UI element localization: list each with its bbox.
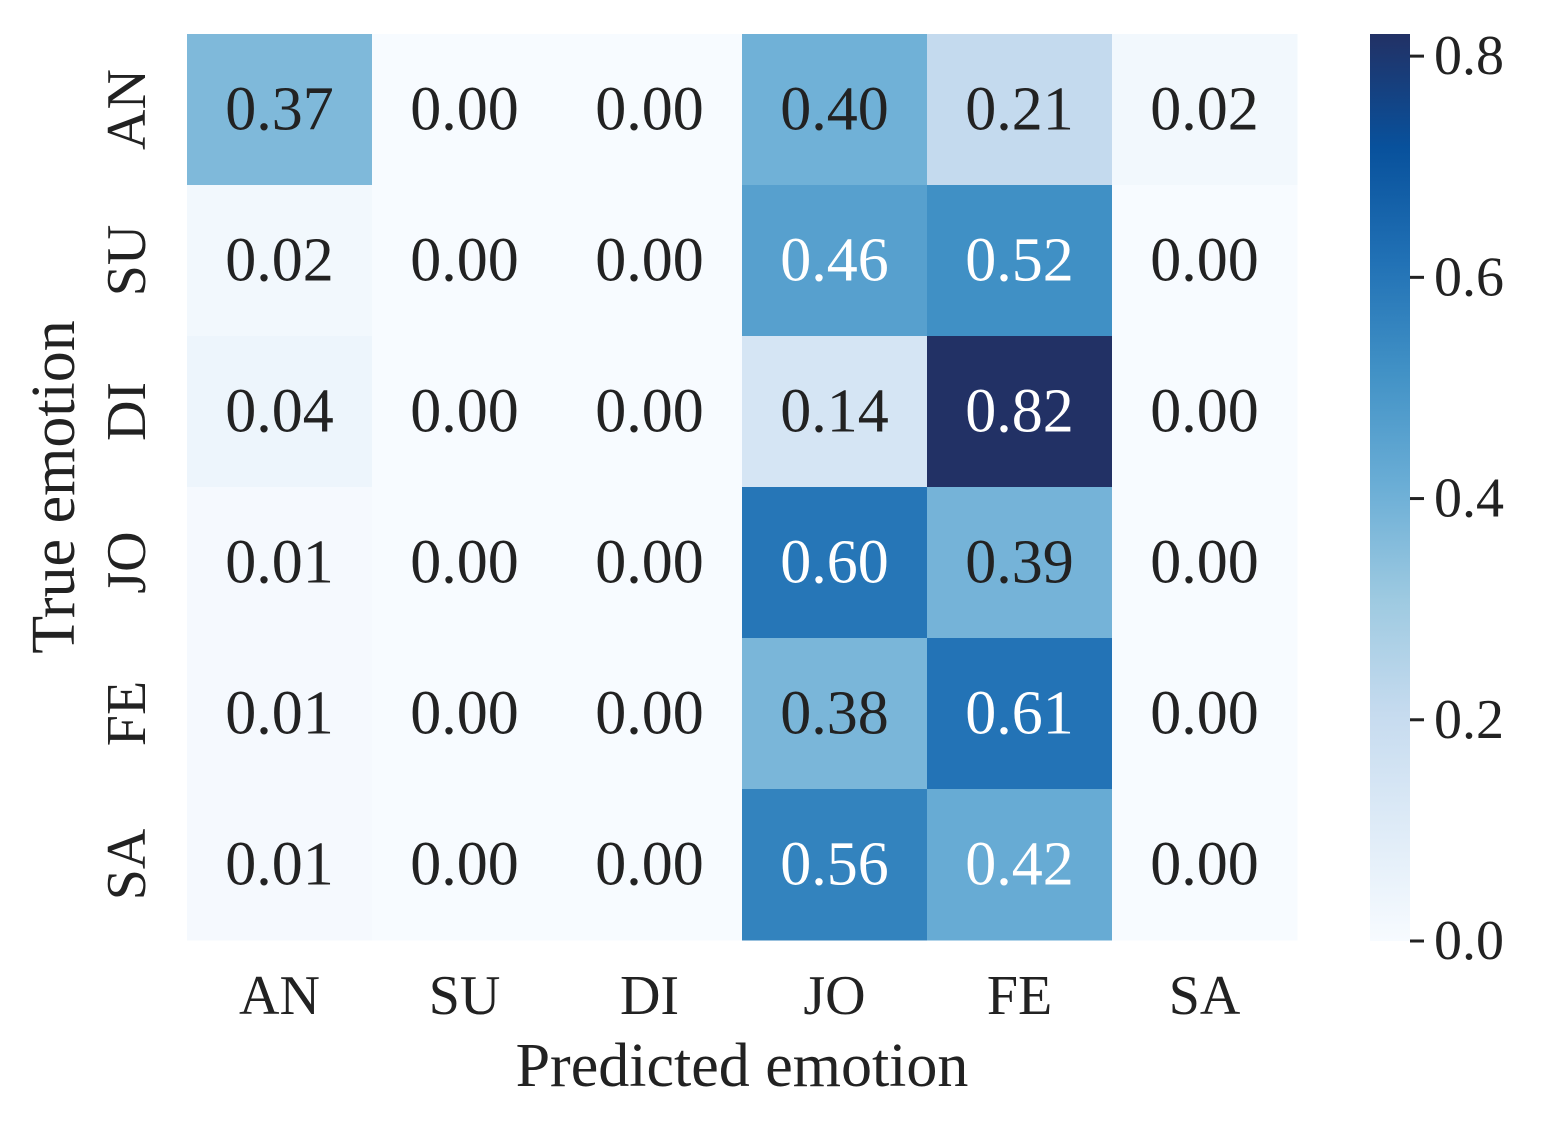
heatmap-cell-su-sa bbox=[1112, 185, 1298, 337]
cell-value-label: 0.21 bbox=[965, 76, 1074, 144]
heatmap-cell-su-an bbox=[187, 185, 373, 337]
heatmap-cell-su-jo bbox=[742, 185, 928, 337]
cell-value-label: 0.52 bbox=[965, 227, 1074, 295]
y-tick-label-sa: SA bbox=[96, 828, 158, 900]
cell-value-label: 0.00 bbox=[410, 529, 519, 597]
heatmap-cell-sa-di bbox=[557, 789, 743, 941]
cell-value-label: 0.00 bbox=[410, 680, 519, 748]
colorbar: 0.0 0.2 0.4 0.6 0.8 bbox=[1370, 25, 1504, 972]
heatmap-value-labels: 0.37 0.00 0.00 0.40 0.21 0.02 0.02 0.00 0.00 0.46… bbox=[225, 76, 1259, 899]
heatmap-cell-di-fe bbox=[927, 336, 1113, 488]
cell-value-label: 0.00 bbox=[1150, 378, 1259, 446]
cell-value-label: 0.00 bbox=[1150, 227, 1259, 295]
cell-value-label: 0.61 bbox=[965, 680, 1074, 748]
cell-value-label: 0.01 bbox=[225, 529, 334, 597]
cell-value-label: 0.14 bbox=[780, 378, 889, 446]
colorbar-tick-label: 0.2 bbox=[1434, 689, 1504, 751]
x-tick-label-jo: JO bbox=[803, 965, 865, 1027]
x-tick-label-su: SU bbox=[429, 965, 501, 1027]
cell-value-label: 0.02 bbox=[1150, 76, 1259, 144]
heatmap-cell-fe-su bbox=[372, 638, 558, 790]
heatmap-cell-an-sa bbox=[1112, 34, 1298, 186]
heatmap-cell-di-jo bbox=[742, 336, 928, 488]
cell-value-label: 0.00 bbox=[595, 831, 704, 899]
colorbar-tick-label: 0.4 bbox=[1434, 468, 1504, 530]
heatmap-cell-jo-an bbox=[187, 487, 373, 639]
cell-value-label: 0.00 bbox=[410, 227, 519, 295]
y-tick-label-jo: JO bbox=[96, 531, 158, 593]
heatmap-cell-jo-sa bbox=[1112, 487, 1298, 639]
y-tick-label-di: DI bbox=[96, 382, 158, 441]
cell-value-label: 0.00 bbox=[410, 378, 519, 446]
colorbar-tick-label: 0.6 bbox=[1434, 246, 1504, 308]
heatmap-cell-sa-su bbox=[372, 789, 558, 941]
x-tick-label-fe: FE bbox=[987, 965, 1052, 1027]
heatmap-cell-di-sa bbox=[1112, 336, 1298, 488]
cell-value-label: 0.00 bbox=[595, 227, 704, 295]
heatmap-cell-an-fe bbox=[927, 34, 1113, 186]
cell-value-label: 0.42 bbox=[965, 831, 1074, 899]
x-axis-title: Predicted emotion bbox=[516, 1032, 969, 1100]
y-tick-label-an: AN bbox=[96, 69, 158, 150]
cell-value-label: 0.38 bbox=[780, 680, 889, 748]
cell-value-label: 0.00 bbox=[595, 680, 704, 748]
heatmap-cell-fe-jo bbox=[742, 638, 928, 790]
heatmap-cell-an-di bbox=[557, 34, 743, 186]
heatmap-cell-fe-sa bbox=[1112, 638, 1298, 790]
cell-value-label: 0.04 bbox=[225, 378, 334, 446]
colorbar-tick-label: 0.8 bbox=[1434, 25, 1504, 87]
x-tick-label-sa: SA bbox=[1169, 965, 1241, 1027]
heatmap-cell-jo-su bbox=[372, 487, 558, 639]
heatmap-cell-sa-fe bbox=[927, 789, 1113, 941]
cell-value-label: 0.00 bbox=[1150, 831, 1259, 899]
heatmap-cell-sa-an bbox=[187, 789, 373, 941]
heatmap-cell-jo-jo bbox=[742, 487, 928, 639]
x-tick-label-an: AN bbox=[239, 965, 320, 1027]
heatmap-cell-fe-di bbox=[557, 638, 743, 790]
heatmap-cell-jo-fe bbox=[927, 487, 1113, 639]
colorbar-tick-label: 0.0 bbox=[1434, 910, 1504, 972]
x-axis-ticks: AN SU DI JO FE SA bbox=[239, 965, 1241, 1027]
heatmap-cell-jo-di bbox=[557, 487, 743, 639]
heatmap-cell-fe-fe bbox=[927, 638, 1113, 790]
heatmap-cell-di-an bbox=[187, 336, 373, 488]
heatmap-cell-an-jo bbox=[742, 34, 928, 186]
heatmap-cell-di-di bbox=[557, 336, 743, 488]
heatmap-cell-fe-an bbox=[187, 638, 373, 790]
cell-value-label: 0.40 bbox=[780, 76, 889, 144]
heatmap-cell-sa-jo bbox=[742, 789, 928, 941]
cell-value-label: 0.00 bbox=[595, 76, 704, 144]
cell-value-label: 0.00 bbox=[1150, 680, 1259, 748]
cell-value-label: 0.56 bbox=[780, 831, 889, 899]
heatmap-cell-sa-sa bbox=[1112, 789, 1298, 941]
cell-value-label: 0.01 bbox=[225, 680, 334, 748]
heatmap-cell-an-an bbox=[187, 34, 373, 186]
heatmap-cell-su-di bbox=[557, 185, 743, 337]
cell-value-label: 0.60 bbox=[780, 529, 889, 597]
cell-value-label: 0.46 bbox=[780, 227, 889, 295]
colorbar-gradient bbox=[1370, 34, 1410, 941]
x-tick-label-di: DI bbox=[620, 965, 679, 1027]
y-tick-label-fe: FE bbox=[96, 681, 158, 746]
y-axis-title: True emotion bbox=[20, 320, 88, 654]
heatmap-cell-an-su bbox=[372, 34, 558, 186]
cell-value-label: 0.01 bbox=[225, 831, 334, 899]
y-axis-ticks: AN SU DI JO FE SA bbox=[96, 69, 158, 900]
heatmap-cell-su-fe bbox=[927, 185, 1113, 337]
cell-value-label: 0.02 bbox=[225, 227, 334, 295]
cell-value-label: 0.00 bbox=[595, 529, 704, 597]
heatmap-cell-di-su bbox=[372, 336, 558, 488]
cell-value-label: 0.00 bbox=[410, 831, 519, 899]
heatmap-cell-su-su bbox=[372, 185, 558, 337]
cell-value-label: 0.00 bbox=[1150, 529, 1259, 597]
cell-value-label: 0.82 bbox=[965, 378, 1074, 446]
cell-value-label: 0.00 bbox=[410, 76, 519, 144]
y-tick-label-su: SU bbox=[96, 225, 158, 297]
cell-value-label: 0.37 bbox=[225, 76, 334, 144]
cell-value-label: 0.39 bbox=[965, 529, 1074, 597]
cell-value-label: 0.00 bbox=[595, 378, 704, 446]
heatmap-cells bbox=[187, 34, 1298, 941]
